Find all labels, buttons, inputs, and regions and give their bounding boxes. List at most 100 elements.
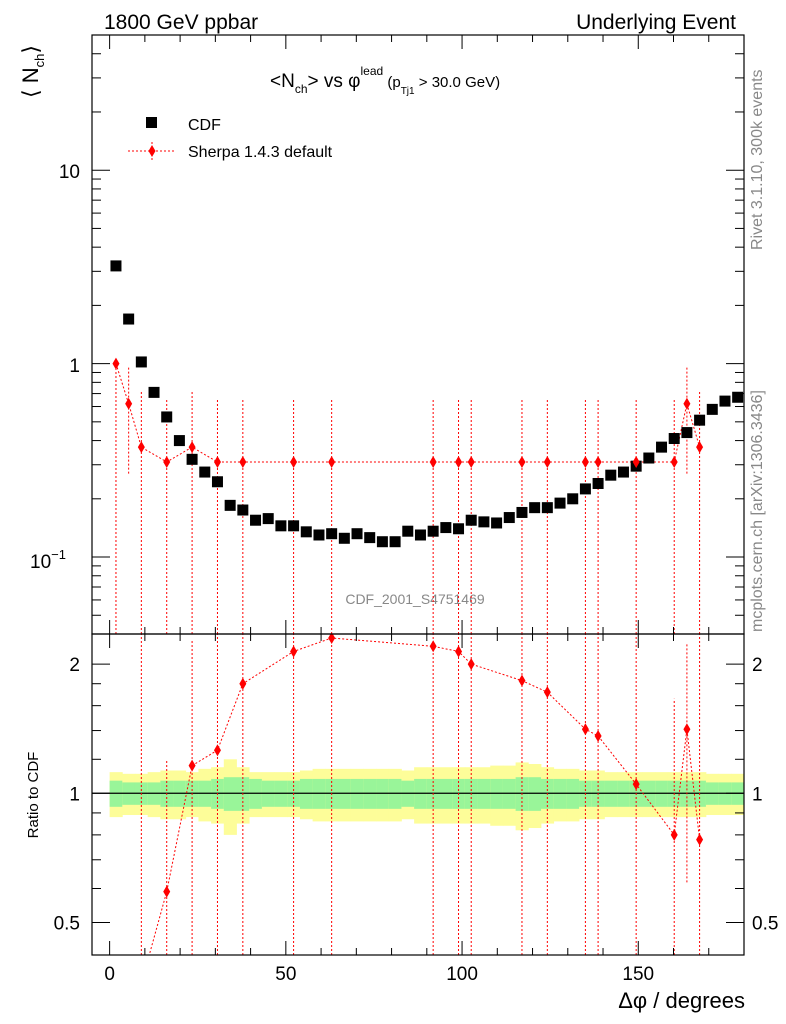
x-tick-label: 150	[622, 964, 654, 985]
data-point	[186, 453, 198, 465]
data-point	[706, 403, 718, 415]
mc-point	[125, 397, 133, 410]
mc-point	[188, 441, 196, 454]
data-point	[440, 522, 452, 534]
title-a: <N	[270, 71, 295, 92]
legend: CDF Sherpa 1.4.3 default	[128, 117, 333, 161]
watermark: CDF_2001_S4751469	[345, 591, 485, 607]
ratio-point	[213, 744, 221, 757]
data-point	[300, 526, 312, 538]
mc-point	[429, 455, 437, 468]
main-ytick-label-0p1-exp: −1	[51, 547, 66, 562]
data-point	[224, 499, 236, 511]
data-point	[478, 516, 490, 528]
mc-point	[670, 455, 678, 468]
data-point	[402, 525, 414, 537]
data-point	[275, 520, 287, 532]
title-phi: φ	[348, 71, 360, 92]
mc-point	[581, 455, 589, 468]
ratio-ytick-label-right: 2	[752, 655, 763, 676]
x-tick-label: 50	[275, 964, 296, 985]
x-axis-label: Δφ / degrees	[618, 988, 745, 1013]
data-point	[110, 260, 122, 272]
ratio-ytick-label: 0.5	[54, 913, 80, 934]
ratio-series	[140, 634, 704, 955]
data-point	[605, 469, 617, 481]
band-inner-bin	[223, 777, 237, 811]
ratio-point	[683, 723, 691, 736]
mc-point	[683, 397, 691, 410]
data-point	[567, 493, 579, 505]
main-series	[110, 260, 744, 634]
mc-point	[467, 455, 475, 468]
ratio-line	[148, 637, 701, 955]
plot-title: <Nch> vs φlead (pTj1 > 30.0 GeV)	[270, 64, 500, 97]
data-point	[694, 414, 706, 426]
data-point	[313, 529, 325, 541]
ratio-point	[632, 778, 640, 791]
data-point	[643, 452, 655, 464]
ratio-point	[518, 674, 526, 687]
ratio-point	[239, 677, 247, 690]
data-point	[427, 525, 439, 537]
data-point	[541, 502, 553, 514]
main-plot-area	[91, 34, 745, 635]
mcplots-label: mcplots.cern.ch [arXiv:1306.3436]	[749, 390, 766, 632]
data-point	[135, 356, 147, 368]
data-point	[732, 391, 744, 403]
ratio-ytick-label: 2	[69, 655, 80, 676]
title-a-sub: ch	[295, 82, 308, 96]
ratio-point	[429, 640, 437, 653]
ratio-bands	[109, 759, 744, 835]
main-ytick-label-10: 10	[59, 162, 80, 183]
data-point	[668, 433, 680, 445]
x-tick-label: 0	[104, 964, 115, 985]
ratio-ytick-label-right: 0.5	[752, 913, 778, 934]
data-point	[326, 528, 338, 540]
ratio-point	[188, 759, 196, 772]
ratio-point	[696, 833, 704, 846]
header-right: Underlying Event	[576, 11, 736, 34]
data-point	[491, 517, 503, 529]
data-point	[719, 395, 731, 407]
main-ylabel-sub: ch	[32, 54, 47, 68]
data-point	[262, 513, 274, 525]
data-point	[579, 483, 591, 495]
data-point	[199, 466, 211, 478]
data-point	[503, 512, 515, 524]
data-point	[237, 504, 249, 516]
data-point	[338, 532, 350, 544]
mc-point	[328, 455, 336, 468]
data-point	[211, 476, 223, 488]
title-phi-sup: lead	[361, 64, 384, 78]
data-point	[173, 435, 185, 447]
title-b: > vs	[308, 71, 349, 92]
title-d: > 30.0 GeV)	[415, 74, 500, 91]
data-point	[414, 529, 426, 541]
mc-point	[594, 455, 602, 468]
legend-data-marker	[146, 117, 157, 128]
legend-mc-marker	[148, 145, 156, 157]
data-point	[516, 506, 528, 518]
rivet-version-label: Rivet 3.1.10, 300k events	[749, 69, 766, 250]
main-ytick-label-1: 1	[69, 356, 80, 377]
band-inner-bin	[528, 777, 542, 811]
mc-line	[115, 363, 701, 463]
ratio-point	[455, 645, 463, 658]
data-point	[288, 520, 300, 532]
ratio-plot-area: 0 50 100 150 0.5 0.5 1 1 2 2	[54, 633, 778, 985]
ratio-ylabel: Ratio to CDF	[25, 752, 42, 839]
title-c-sub: Tj1	[401, 86, 415, 97]
mc-point	[213, 455, 221, 468]
ratio-ytick-label: 1	[69, 784, 80, 805]
data-point	[123, 313, 135, 325]
data-point	[592, 477, 604, 489]
data-point	[453, 523, 465, 535]
ratio-point	[328, 634, 336, 645]
legend-data-label: CDF	[188, 117, 221, 134]
legend-mc-label: Sherpa 1.4.3 default	[188, 144, 333, 161]
ratio-point	[594, 729, 602, 742]
data-point	[465, 514, 477, 526]
mc-point	[632, 455, 640, 468]
mc-point	[137, 441, 145, 454]
